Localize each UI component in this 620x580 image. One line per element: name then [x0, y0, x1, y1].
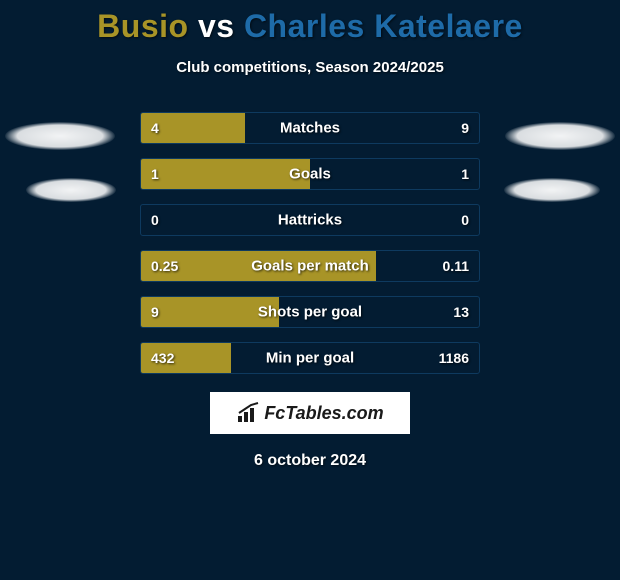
stats-bars: 4 Matches 9 1 Goals 1 0 Hattricks 0 0.25 Goals per…	[140, 112, 480, 374]
stat-left-value: 0	[151, 212, 159, 228]
date-text: 6 october 2024	[0, 452, 620, 470]
stat-left-value: 432	[151, 350, 174, 366]
player-shadow-oval	[504, 178, 600, 202]
stat-bar-row: 1 Goals 1	[140, 158, 480, 190]
chart-icon	[236, 402, 262, 424]
stat-bar-row: 0 Hattricks 0	[140, 204, 480, 236]
player-shadow-oval	[505, 122, 615, 150]
stat-right-value: 0.11	[443, 258, 469, 274]
stat-label: Shots per goal	[258, 304, 362, 321]
player-shadow-oval	[5, 122, 115, 150]
stat-bar-row: 0.25 Goals per match 0.11	[140, 250, 480, 282]
stat-bar-row: 9 Shots per goal 13	[140, 296, 480, 328]
stat-right-value: 1186	[439, 350, 469, 366]
stat-left-value: 1	[151, 166, 159, 182]
stat-right-value: 9	[461, 120, 469, 136]
stat-label: Goals	[289, 166, 331, 183]
stat-left-value: 0.25	[151, 258, 178, 274]
stat-right-value: 13	[453, 304, 469, 320]
stat-left-value: 9	[151, 304, 159, 320]
stat-label: Min per goal	[266, 350, 354, 367]
logo-text: FcTables.com	[264, 403, 383, 424]
stat-left-value: 4	[151, 120, 159, 136]
player-shadow-oval	[26, 178, 116, 202]
stat-bar-fill	[141, 159, 310, 189]
comparison-title: Busio vs Charles Katelaere	[0, 0, 620, 45]
stat-bar-row: 432 Min per goal 1186	[140, 342, 480, 374]
stat-right-value: 0	[461, 212, 469, 228]
subtitle: Club competitions, Season 2024/2025	[0, 59, 620, 76]
stat-right-value: 1	[461, 166, 469, 182]
stat-label: Matches	[280, 120, 340, 137]
fctables-logo: FcTables.com	[210, 392, 410, 434]
stat-bar-row: 4 Matches 9	[140, 112, 480, 144]
player1-name: Busio	[97, 8, 188, 44]
stat-label: Hattricks	[278, 212, 342, 229]
player2-name: Charles Katelaere	[244, 8, 523, 44]
vs-text: vs	[198, 8, 235, 44]
stat-label: Goals per match	[251, 258, 369, 275]
